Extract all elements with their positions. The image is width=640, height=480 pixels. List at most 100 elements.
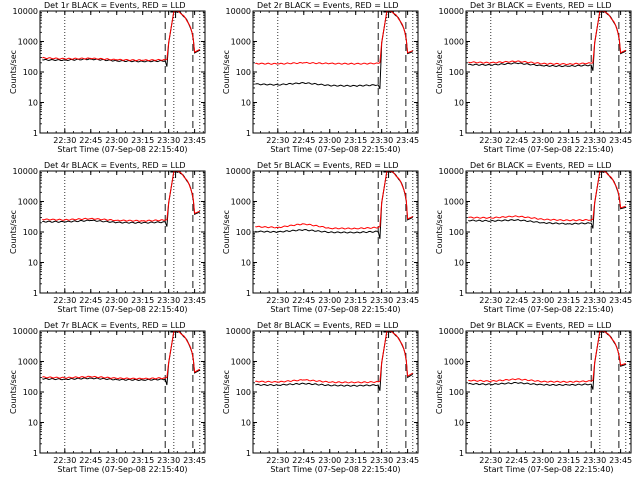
events-series-line	[255, 11, 413, 90]
y-tick-label: 10000	[13, 327, 38, 336]
x-tick-label: 22:45	[505, 296, 528, 305]
x-axis-label: Start Time (07-Sep-08 22:15:40)	[483, 465, 613, 474]
y-tick-label: 1	[33, 129, 38, 138]
y-axis-label: Counts/sec	[222, 50, 231, 94]
x-tick-label: 22:45	[79, 456, 102, 465]
y-axis-label: Counts/sec	[9, 210, 18, 254]
plot-frame	[39, 330, 206, 454]
panel-title: Det 4r BLACK = Events, RED = LLD	[44, 161, 186, 170]
panel-title: Det 1r BLACK = Events, RED = LLD	[44, 1, 186, 10]
y-tick-label: 10000	[439, 7, 464, 16]
y-tick-label: 1	[246, 449, 251, 458]
x-axis-label: Start Time (07-Sep-08 22:15:40)	[270, 305, 400, 314]
plot-frame	[252, 170, 419, 294]
panel-7: Det 7r BLACK = Events, RED = LLD 1 10 100 10…	[9, 321, 206, 474]
x-axis-label: Start Time (07-Sep-08 22:15:40)	[270, 465, 400, 474]
panel-3: Det 3r BLACK = Events, RED = LLD 1 10 100 10…	[435, 1, 632, 154]
panel-title: Det 6r BLACK = Events, RED = LLD	[470, 161, 612, 170]
y-tick-label: 100	[449, 68, 464, 77]
y-tick-label: 1000	[231, 38, 251, 47]
x-tick-label: 22:45	[505, 456, 528, 465]
plot-frame	[465, 330, 632, 454]
events-series-line	[468, 11, 627, 71]
lld-series-line	[42, 171, 200, 222]
x-tick-label: 23:15	[344, 136, 367, 145]
lld-series-line	[255, 11, 413, 65]
y-tick-label: 10000	[439, 167, 464, 176]
x-tick-label: 22:30	[266, 456, 289, 465]
x-tick-label: 23:45	[183, 296, 206, 305]
x-tick-label: 23:00	[318, 456, 341, 465]
y-tick-label: 10	[454, 419, 464, 428]
events-series-line	[468, 171, 626, 229]
lld-series-line	[468, 331, 626, 383]
x-tick-label: 23:45	[183, 456, 206, 465]
x-tick-label: 23:00	[318, 136, 341, 145]
y-tick-label: 100	[23, 68, 38, 77]
y-tick-label: 1000	[18, 38, 38, 47]
x-tick-label: 22:45	[292, 456, 315, 465]
y-tick-label: 100	[236, 388, 251, 397]
panel-5: Det 5r BLACK = Events, RED = LLD 1 10 100 10…	[222, 161, 419, 314]
y-tick-label: 10	[454, 259, 464, 268]
x-tick-label: 22:30	[53, 456, 76, 465]
x-tick-label: 23:00	[105, 296, 128, 305]
x-tick-label: 22:45	[79, 136, 102, 145]
y-tick-label: 1	[33, 449, 38, 458]
x-tick-label: 23:30	[583, 136, 606, 145]
y-axis-label: Counts/sec	[9, 50, 18, 94]
y-tick-label: 100	[236, 68, 251, 77]
x-axis-label: Start Time (07-Sep-08 22:15:40)	[483, 145, 613, 154]
y-tick-label: 10	[28, 99, 38, 108]
lld-series-line	[255, 331, 414, 384]
plot-frame	[39, 10, 206, 134]
x-axis-label: Start Time (07-Sep-08 22:15:40)	[57, 305, 187, 314]
x-tick-label: 23:30	[370, 456, 393, 465]
x-tick-label: 22:30	[266, 136, 289, 145]
plot-frame	[252, 10, 419, 134]
y-tick-label: 10	[241, 259, 251, 268]
y-axis-label: Counts/sec	[9, 370, 18, 414]
panel-title: Det 2r BLACK = Events, RED = LLD	[257, 1, 399, 10]
lld-series-line	[468, 171, 626, 222]
x-tick-label: 22:45	[292, 136, 315, 145]
x-tick-label: 23:30	[157, 136, 180, 145]
y-axis-label: Counts/sec	[222, 210, 231, 254]
x-tick-label: 22:45	[79, 296, 102, 305]
lld-series-line	[255, 171, 413, 230]
x-tick-label: 23:30	[583, 456, 606, 465]
y-tick-label: 1000	[231, 198, 251, 207]
y-tick-label: 100	[449, 228, 464, 237]
x-tick-label: 22:45	[505, 136, 528, 145]
x-tick-label: 23:15	[131, 136, 154, 145]
plot-frame	[39, 170, 206, 294]
y-tick-label: 1	[246, 289, 251, 298]
x-tick-label: 23:15	[557, 456, 580, 465]
y-tick-label: 1000	[444, 358, 464, 367]
y-tick-label: 1	[459, 449, 464, 458]
lld-series-line	[468, 11, 627, 66]
x-tick-label: 22:30	[53, 136, 76, 145]
y-tick-label: 10000	[226, 167, 251, 176]
x-tick-label: 23:30	[583, 296, 606, 305]
x-axis-label: Start Time (07-Sep-08 22:15:40)	[57, 145, 187, 154]
events-series-line	[468, 331, 626, 390]
y-tick-label: 1000	[444, 198, 464, 207]
y-tick-label: 100	[23, 388, 38, 397]
x-tick-label: 23:15	[344, 296, 367, 305]
y-axis-label: Counts/sec	[222, 370, 231, 414]
y-tick-label: 1000	[231, 358, 251, 367]
panel-title: Det 3r BLACK = Events, RED = LLD	[470, 1, 612, 10]
x-tick-label: 22:30	[479, 296, 502, 305]
y-tick-label: 10000	[13, 167, 38, 176]
y-tick-label: 1	[33, 289, 38, 298]
y-tick-label: 1	[459, 289, 464, 298]
events-series-line	[255, 331, 414, 391]
plot-frame	[465, 170, 632, 294]
panel-4: Det 4r BLACK = Events, RED = LLD 1 10 100 10…	[9, 161, 206, 314]
x-axis-label: Start Time (07-Sep-08 22:15:40)	[270, 145, 400, 154]
x-tick-label: 23:15	[131, 456, 154, 465]
x-tick-label: 23:45	[609, 136, 632, 145]
x-tick-label: 22:30	[53, 296, 76, 305]
